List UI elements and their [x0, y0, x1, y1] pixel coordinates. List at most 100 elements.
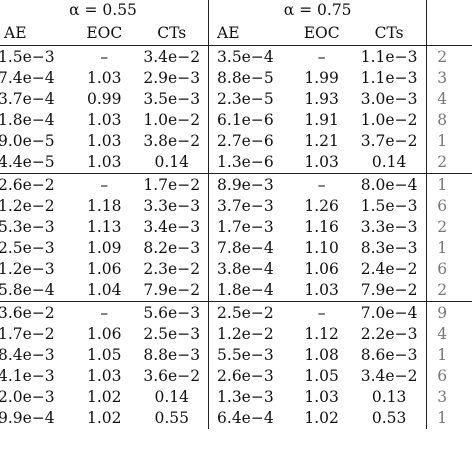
table-cell: 1.03	[87, 68, 122, 87]
table-cell: 1.12	[304, 324, 339, 343]
table-row: 9.9e−4 1.02 0.55 6.4e−4 1.02 0.53 1	[0, 408, 472, 429]
table-cell: 1.2e−2	[208, 324, 292, 345]
table-cell: 3.3e−3	[360, 217, 418, 236]
table-cell: 3.4e−3	[143, 217, 201, 236]
table-row: 4.1e−3 1.03 3.6e−2 2.6e−3 1.05 3.4e−2 6	[0, 366, 472, 387]
table-row: 2.0e−3 1.02 0.14 1.3e−3 1.03 0.13 3	[0, 387, 472, 408]
table-cell: 1.2e−2	[0, 196, 55, 215]
table-cell: 3.8e−4	[208, 259, 292, 280]
col-cts-1: CTs	[157, 23, 187, 42]
table-cell: 0.14	[371, 152, 407, 171]
table-cell: 4.1e−3	[0, 366, 55, 385]
table-cell: 4	[426, 324, 472, 345]
table-cell: 1.08	[304, 345, 339, 364]
table-row: 7.4e−4 1.03 2.9e−3 8.8e−5 1.99 1.1e−3 3	[0, 68, 472, 89]
table-cell: 8.8e−3	[143, 345, 201, 364]
table-row: 1.2e−2 1.18 3.3e−3 3.7e−3 1.26 1.5e−3 6	[0, 196, 472, 217]
table-cell: 2.5e−2	[208, 301, 292, 324]
table-cell: 2.5e−3	[0, 238, 55, 257]
table-cell: 3	[426, 68, 472, 89]
table-cell: 1.02	[87, 408, 122, 427]
table-row: 5.3e−3 1.13 3.4e−3 1.7e−3 1.16 3.3e−3 2	[0, 217, 472, 238]
table-cell: 2	[426, 45, 472, 68]
col-cts-2: CTs	[374, 23, 404, 42]
table-cell: 0.14	[154, 387, 189, 406]
table-cell: 1.06	[87, 259, 122, 278]
table-cell: 1	[426, 173, 472, 196]
table-cell: 1.03	[87, 131, 122, 150]
table-cell: 2.2e−3	[360, 324, 418, 343]
table-cell: 1.04	[87, 280, 122, 299]
table-cell: 6	[426, 259, 472, 280]
table-cell: 7.4e−4	[0, 68, 55, 87]
table-cell: 3.6e−2	[0, 301, 74, 324]
table-row: 2.6e−2–1.7e−2 8.9e−3–8.0e−4 1	[0, 173, 472, 196]
table-cell: 1.06	[87, 324, 122, 343]
table-row: 1.5e−3–3.4e−2 3.5e−4–1.1e−3 2	[0, 45, 472, 68]
table-cell: 5.3e−3	[0, 217, 55, 236]
table-cell: 9.0e−5	[0, 131, 55, 150]
col-ae-1: AE	[4, 23, 27, 42]
table-cell: 3	[426, 387, 472, 408]
table-cell: 1.21	[304, 131, 339, 150]
table-cell: 1.13	[87, 217, 122, 236]
table-cell: 1	[426, 345, 472, 366]
table-body: 1.5e−3–3.4e−2 3.5e−4–1.1e−3 2 7.4e−4 1.03 2.9…	[0, 45, 472, 429]
table-cell: 1.8e−4	[208, 280, 292, 302]
table-cell: –	[73, 45, 136, 68]
table-cell: 8.6e−3	[360, 345, 418, 364]
table-cell: 1.03	[87, 110, 122, 129]
table-cell: 7.9e−2	[143, 280, 201, 299]
table-cell: 1.1e−3	[351, 45, 427, 68]
table-row: 3.7e−4 0.99 3.5e−3 2.3e−5 1.93 3.0e−3 4	[0, 89, 472, 110]
table-row: 5.8e−4 1.04 7.9e−2 1.8e−4 1.03 7.9e−2 2	[0, 280, 472, 302]
table-cell: 1.0e−2	[360, 110, 418, 129]
table-cell: 1.03	[304, 387, 339, 406]
table-cell: 8.2e−3	[143, 238, 201, 257]
table-cell: 1.99	[304, 68, 339, 87]
col-eoc-1: EOC	[86, 23, 123, 42]
table-cell: 3.7e−2	[360, 131, 418, 150]
table-cell: 3.5e−4	[208, 45, 292, 68]
table-cell: 9	[426, 301, 472, 324]
table-cell: 4.4e−5	[0, 152, 55, 171]
table-cell: 1.1e−3	[360, 68, 418, 87]
table-cell: 6.4e−4	[208, 408, 292, 429]
col-eoc-2: EOC	[303, 23, 340, 42]
table-cell: 8.0e−4	[351, 173, 427, 196]
table-cell: 0.13	[371, 387, 407, 406]
table-cell: 3.8e−2	[143, 131, 201, 150]
table-cell: 2.4e−2	[360, 259, 418, 278]
table-cell: 1.06	[304, 259, 339, 278]
table-cell: –	[291, 301, 352, 324]
table-cell: 0.55	[154, 408, 189, 427]
table-cell: 1.10	[304, 238, 339, 257]
table-cell: 7.8e−4	[208, 238, 292, 259]
table-cell: 8.3e−3	[360, 238, 418, 257]
table-cell: 3.5e−3	[143, 89, 201, 108]
table-cell: 1.09	[87, 238, 122, 257]
table-cell: 1.7e−3	[208, 217, 292, 238]
table-cell: 1.8e−4	[0, 110, 55, 129]
table-row: 3.6e−2–5.6e−3 2.5e−2–7.0e−4 9	[0, 301, 472, 324]
table-cell: 1.02	[304, 408, 339, 427]
table-cell: 5.6e−3	[135, 301, 209, 324]
table-cell: 1.91	[304, 110, 339, 129]
table-cell: 4	[426, 89, 472, 110]
table-row: 8.4e−3 1.05 8.8e−3 5.5e−3 1.08 8.6e−3 1	[0, 345, 472, 366]
table-cell: 2.3e−2	[143, 259, 201, 278]
table-cell: –	[291, 45, 352, 68]
table-row: 4.4e−5 1.03 0.14 1.3e−6 1.03 0.14 2	[0, 152, 472, 174]
table-cell: 1.93	[304, 89, 339, 108]
table-cell: 1.5e−3	[0, 45, 74, 68]
table-cell: 1.3e−6	[208, 152, 292, 174]
table-cell: 2	[426, 152, 472, 174]
table-cell: 3.7e−3	[208, 196, 292, 217]
table-row: 9.0e−5 1.03 3.8e−2 2.7e−6 1.21 3.7e−2 1	[0, 131, 472, 152]
table-cell: 1.03	[304, 152, 339, 171]
table-cell: 1.7e−2	[0, 324, 55, 343]
table-cell: 1.02	[87, 387, 122, 406]
table-cell: 6.1e−6	[208, 110, 292, 131]
table-cell: 8.8e−5	[208, 68, 292, 89]
